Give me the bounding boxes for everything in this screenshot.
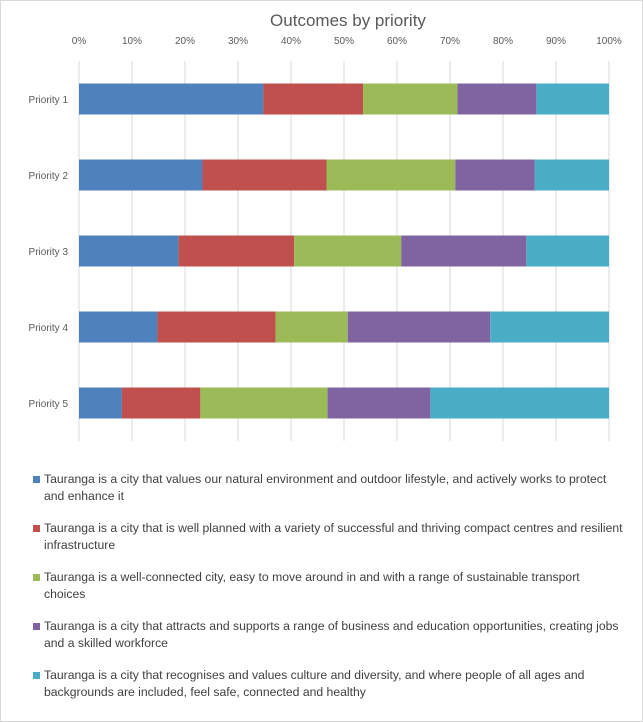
bar-segment-series-5	[430, 387, 609, 419]
bar-segment-series-3	[275, 311, 348, 343]
bar-segment-series-5	[534, 159, 609, 191]
bar-segment-series-1	[79, 235, 179, 267]
bar-segment-series-1	[79, 83, 264, 115]
bar-segment-series-3	[326, 159, 456, 191]
bar-segment-series-4	[457, 83, 537, 115]
y-category-label: Priority 1	[29, 95, 69, 106]
legend-item: Tauranga is a well-connected city, easy …	[33, 569, 623, 603]
x-tick-label: 100%	[596, 36, 622, 47]
legend-label: Tauranga is a well-connected city, easy …	[44, 570, 580, 601]
y-category-label: Priority 3	[29, 247, 69, 258]
x-tick-label: 0%	[72, 36, 87, 47]
bar-segment-series-3	[200, 387, 328, 419]
bar-segment-series-1	[79, 387, 122, 419]
legend-label: Tauranga is a city that values our natur…	[44, 472, 607, 503]
x-tick-label: 80%	[493, 36, 513, 47]
bar-segment-series-2	[121, 387, 201, 419]
bar-segment-series-5	[536, 83, 609, 115]
y-category-label: Priority 5	[29, 399, 69, 410]
bar-segment-series-4	[347, 311, 491, 343]
x-tick-label: 10%	[122, 36, 142, 47]
legend-item: Tauranga is a city that is well planned …	[33, 520, 623, 554]
y-category-label: Priority 4	[29, 323, 69, 334]
bar-segments	[79, 83, 609, 419]
bar-segment-series-5	[526, 235, 609, 267]
legend-item: Tauranga is a city that recognises and v…	[33, 667, 623, 701]
legend-swatch	[33, 574, 40, 581]
y-category-labels: Priority 1 Priority 2 Priority 3 Priority 4…	[29, 95, 69, 410]
legend-swatch	[33, 623, 40, 630]
bar-segment-series-4	[401, 235, 527, 267]
x-tick-label: 40%	[281, 36, 301, 47]
bar-segment-series-3	[363, 83, 458, 115]
x-tick-label: 90%	[546, 36, 566, 47]
legend-swatch	[33, 525, 40, 532]
legend-swatch	[33, 672, 40, 679]
bar-segment-series-4	[455, 159, 535, 191]
bar-segment-series-2	[157, 311, 276, 343]
legend-label: Tauranga is a city that recognises and v…	[44, 668, 585, 699]
chart-title: Outcomes by priority	[270, 11, 426, 30]
bar-segment-series-5	[490, 311, 609, 343]
bar-segment-series-4	[327, 387, 431, 419]
stacked-bar-chart: Outcomes by priority 0% 10% 20% 30% 40% 50% 60…	[29, 11, 622, 441]
x-tick-labels: 0% 10% 20% 30% 40% 50% 60% 70% 80% 90% 100%	[72, 36, 622, 47]
x-tick-label: 30%	[228, 36, 248, 47]
y-category-label: Priority 2	[29, 171, 69, 182]
x-tick-label: 50%	[334, 36, 354, 47]
bar-segment-series-2	[202, 159, 327, 191]
bar-segment-series-1	[79, 159, 203, 191]
x-tick-label: 70%	[440, 36, 460, 47]
legend-item: Tauranga is a city that values our natur…	[33, 471, 623, 505]
legend-label: Tauranga is a city that attracts and sup…	[44, 619, 619, 650]
bar-segment-series-2	[178, 235, 295, 267]
legend-label: Tauranga is a city that is well planned …	[44, 521, 623, 552]
legend-item: Tauranga is a city that attracts and sup…	[33, 618, 623, 652]
bar-segment-series-2	[263, 83, 364, 115]
x-tick-label: 20%	[175, 36, 195, 47]
chart-legend: Tauranga is a city that values our natur…	[33, 471, 623, 716]
legend-swatch	[33, 476, 40, 483]
bar-segment-series-1	[79, 311, 158, 343]
bar-segment-series-3	[294, 235, 402, 267]
x-tick-label: 60%	[387, 36, 407, 47]
